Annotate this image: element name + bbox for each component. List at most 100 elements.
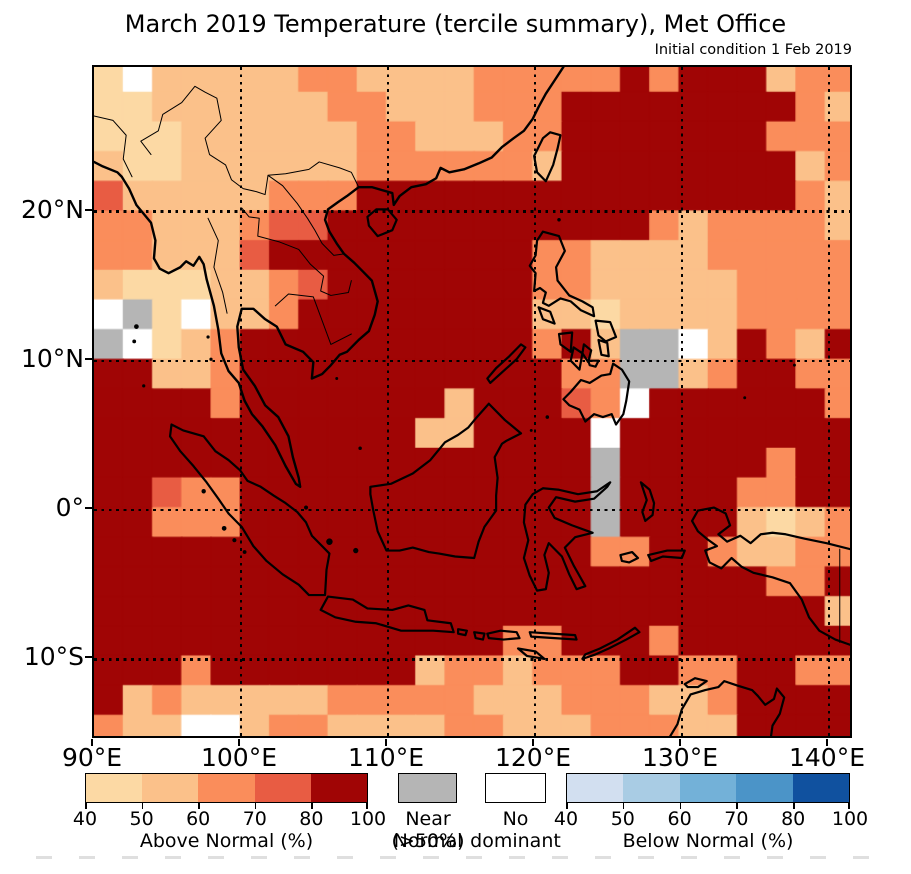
- legend-tick-mark: [85, 803, 87, 809]
- coastline-luzon: [530, 232, 594, 317]
- legend-swatch: [567, 774, 624, 802]
- x-axis-tick: [91, 739, 93, 746]
- legend-swatch: [86, 774, 143, 802]
- coastline-new-guinea: [692, 508, 850, 645]
- legend-tick-mark: [311, 803, 313, 809]
- x-axis-tick: [826, 739, 828, 746]
- coastline-australia: [670, 678, 784, 736]
- legend-tick-label: 80: [299, 808, 324, 830]
- legend-swatch: [142, 774, 199, 802]
- near-normal-sublabel: (>50%): [391, 830, 465, 852]
- gridline-vertical: [239, 67, 243, 736]
- coastline-taiwan: [534, 132, 560, 181]
- gridline-horizontal: [94, 658, 850, 661]
- initial-condition-label: Initial condition 1 Feb 2019: [654, 42, 852, 58]
- legend-tick-label: 70: [242, 808, 267, 830]
- legend-above-ticks: [85, 803, 368, 809]
- small-islands-dots: [132, 218, 796, 554]
- x-axis-tick: [679, 739, 681, 746]
- gridline-vertical: [827, 67, 831, 736]
- legend-swatch: [310, 774, 368, 802]
- legend-below-caption: Below Normal (%): [622, 830, 794, 852]
- x-tick-label: 140°E: [788, 743, 866, 772]
- legend-swatch: [792, 774, 850, 802]
- legend-tick-label: 100: [349, 808, 387, 830]
- legend-tick-mark: [679, 803, 682, 809]
- x-axis-tick: [385, 739, 387, 746]
- legend-tick-label: 50: [129, 808, 154, 830]
- x-axis-tick: [532, 739, 534, 746]
- legend-tick-mark: [141, 803, 144, 809]
- map-area: [92, 65, 852, 738]
- page-title: March 2019 Temperature (tercile summary)…: [124, 10, 787, 38]
- legend-tick-mark: [254, 803, 257, 809]
- legend-below-tick-labels: 40 50 60 70 80 100: [554, 808, 868, 830]
- coastline-lesser-sundas: [458, 628, 639, 659]
- coastline-java: [321, 597, 454, 633]
- x-tick-label: 130°E: [641, 743, 719, 772]
- legend-above-colorbar: [85, 773, 368, 803]
- legend-above-caption: Above Normal (%): [139, 830, 314, 852]
- y-tick-label: 0°: [55, 493, 84, 523]
- near-normal-label: Near Normal: [393, 808, 463, 852]
- legend-swatch: [254, 774, 311, 802]
- no-dominant-label: No: [502, 808, 529, 830]
- gridline-vertical: [533, 67, 537, 736]
- country-borders: [94, 86, 840, 642]
- gridline-vertical: [386, 67, 390, 736]
- gridline-horizontal: [94, 359, 850, 363]
- y-axis-tick: [85, 208, 92, 211]
- y-axis-tick: [85, 656, 92, 659]
- y-axis-tick: [85, 507, 92, 510]
- tercile-grid-canvas: [94, 67, 850, 736]
- graticule-layer: [94, 67, 850, 736]
- x-tick-label: 110°E: [347, 743, 425, 772]
- no-dominant-swatch: [485, 773, 546, 803]
- legend-tick-mark: [622, 803, 625, 809]
- coastline-sumatra: [170, 424, 329, 595]
- legend-swatch: [679, 774, 737, 802]
- legend-tick-mark: [793, 803, 795, 809]
- x-tick-label: 100°E: [200, 743, 278, 772]
- legend-tick-label: 60: [186, 808, 211, 830]
- coastline-palawan: [487, 344, 525, 383]
- coastline-sulawesi: [524, 482, 610, 590]
- y-tick-label: 10°N: [20, 343, 84, 373]
- coastline-visayas: [539, 307, 617, 369]
- legend-tick-label: 40: [72, 808, 98, 830]
- y-tick-label: 10°S: [23, 642, 84, 672]
- x-tick-label: 90°E: [61, 743, 123, 772]
- legend-tick-mark: [198, 803, 200, 809]
- coastline-mainland-asia: [94, 67, 563, 487]
- gridline-horizontal: [94, 210, 850, 214]
- legend-tick-label: 100: [831, 808, 869, 830]
- legend-tick-mark: [366, 803, 368, 809]
- legend-swatch: [736, 774, 793, 802]
- legend-tick-mark: [566, 803, 568, 809]
- gridline-horizontal: [94, 508, 850, 512]
- legend-swatch: [198, 774, 255, 802]
- x-tick-label: 120°E: [494, 743, 572, 772]
- legend-tick-mark: [736, 803, 738, 809]
- x-axis-tick: [238, 739, 240, 746]
- coastline-borneo: [370, 404, 521, 558]
- legend-tick-label: 60: [667, 808, 692, 830]
- legend-tick-label: 70: [724, 808, 749, 830]
- legend-tick-label: 40: [553, 808, 579, 830]
- y-axis-tick: [85, 357, 92, 360]
- coastline-hainan: [367, 209, 396, 236]
- legend-below-ticks: [566, 803, 850, 809]
- legend-below-colorbar: [566, 773, 850, 803]
- coastline-svg: [94, 67, 850, 736]
- gridline-vertical: [680, 67, 684, 736]
- no-dominant-sublabel: dominant: [470, 830, 561, 852]
- coastline-mindanao: [563, 364, 629, 425]
- near-normal-swatch: [398, 773, 457, 803]
- legend-tick-label: 80: [781, 808, 806, 830]
- legend-above-tick-labels: 40 50 60 70 80 100: [73, 808, 386, 830]
- coastline-moluccas: [620, 482, 684, 562]
- bottom-dotted-artifact: [36, 856, 893, 859]
- legend-tick-label: 50: [610, 808, 635, 830]
- y-tick-label: 20°N: [20, 194, 84, 224]
